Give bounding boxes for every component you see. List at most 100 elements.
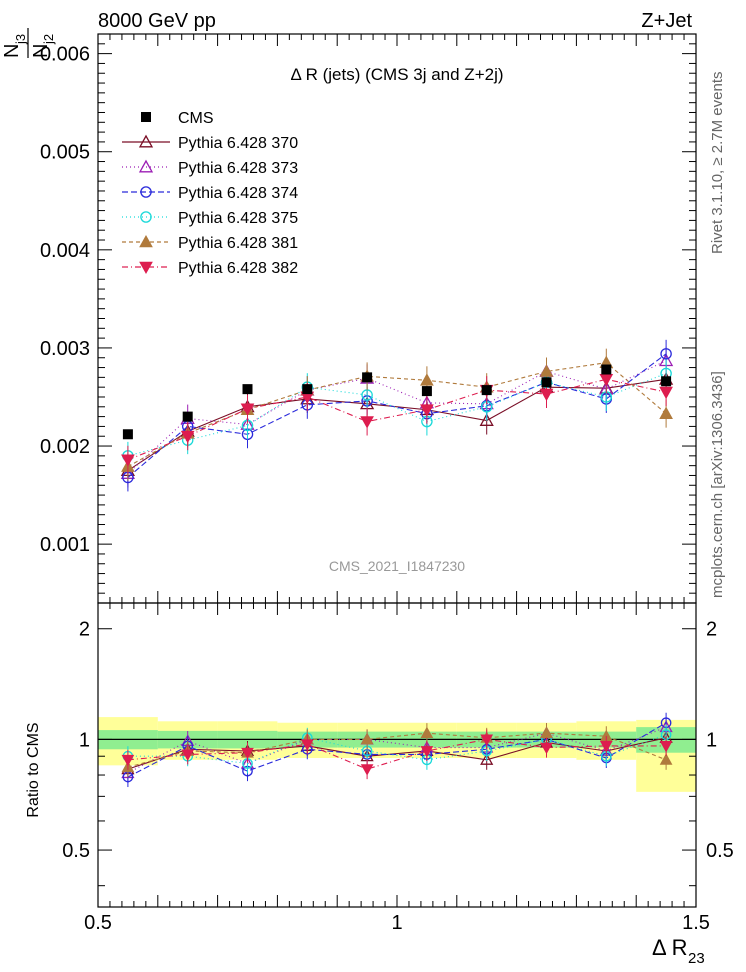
legend: CMS Pythia 6.428 370 Pythia 6.428 373 Pythi… <box>122 110 298 277</box>
ratio-series <box>121 712 673 788</box>
x-tick-label: 1.5 <box>682 912 710 934</box>
data-point-marker <box>541 377 552 388</box>
series-data <box>122 364 672 440</box>
ratio-y-tick-label: 0.5 <box>62 840 90 862</box>
data-point-marker <box>420 373 434 386</box>
series-line <box>127 360 667 474</box>
series-ratio-6 <box>121 729 673 780</box>
data-point-marker <box>241 747 254 760</box>
series-line <box>127 353 667 478</box>
data-point-marker <box>420 746 434 758</box>
series-line <box>127 378 667 461</box>
header-left: 8000 GeV pp <box>98 10 216 32</box>
legend-item: Pythia 6.428 375 <box>122 210 298 227</box>
ylabel-denominator: N <box>30 44 52 58</box>
data-point-marker <box>420 404 434 417</box>
data-point-marker <box>360 732 374 745</box>
data-point-marker <box>180 430 195 444</box>
data-point-marker <box>140 211 152 223</box>
series-line <box>127 734 667 765</box>
ratio-y-tick-label-right: 0.5 <box>706 840 734 862</box>
data-point-marker <box>480 752 494 765</box>
legend-label: Pythia 6.428 382 <box>178 260 298 277</box>
data-point-marker <box>481 385 492 396</box>
y-tick-label: 0.006 <box>40 44 90 66</box>
legend-label: Pythia 6.428 374 <box>178 185 298 202</box>
ratio-axes: 0.5 1 1.5 0.5 0.5 1 1 2 2 <box>62 602 734 934</box>
xlabel: Δ R 23 <box>652 935 705 967</box>
legend-item: Pythia 6.428 382 <box>122 260 298 277</box>
ratio-y-tick-label-right: 2 <box>706 619 717 641</box>
main-axes: 0.001 0.002 0.003 0.004 0.005 0.006 <box>40 33 697 604</box>
series-line <box>127 362 667 468</box>
data-point-marker <box>141 112 151 122</box>
data-point-marker <box>659 741 673 753</box>
data-point-marker <box>122 429 133 440</box>
series-main-6 <box>121 365 673 474</box>
data-point-marker <box>480 734 494 746</box>
y-tick-label: 0.001 <box>40 534 90 556</box>
main-ylabel: N j3 N j2 <box>1 28 56 58</box>
data-point-marker <box>599 374 614 387</box>
data-point-marker <box>660 348 672 360</box>
data-point-marker <box>242 384 253 395</box>
ylabel-denominator-sub: j2 <box>41 34 56 45</box>
data-point-marker <box>360 764 374 776</box>
ratio-y-tick-label: 1 <box>79 729 90 751</box>
series-line <box>127 726 667 774</box>
series-line <box>127 372 667 457</box>
y-tick-label: 0.004 <box>40 240 90 262</box>
series-line <box>127 732 667 768</box>
data-point-marker <box>302 384 313 395</box>
rivet-label: Rivet 3.1.10, ≥ 2.7M events <box>709 72 726 255</box>
series-main-5 <box>121 348 673 481</box>
header-right: Z+Jet <box>641 10 692 32</box>
series-line <box>127 378 667 472</box>
data-point-marker <box>539 388 554 402</box>
data-point-marker <box>121 754 135 767</box>
legend-label: Pythia 6.428 375 <box>178 210 298 227</box>
main-series <box>120 339 674 492</box>
legend-item: CMS <box>141 110 214 127</box>
series-main-2 <box>120 346 674 488</box>
data-point-marker <box>539 364 554 377</box>
series-main-4 <box>122 359 672 470</box>
data-point-marker <box>420 726 434 739</box>
y-tick-label: 0.003 <box>40 338 90 360</box>
data-point-marker <box>300 739 314 751</box>
data-point-marker <box>599 741 613 753</box>
data-point-marker <box>479 413 494 426</box>
data-point-marker <box>182 411 193 422</box>
x-tick-label: 1 <box>391 912 402 934</box>
data-point-marker <box>139 234 153 248</box>
data-point-marker <box>181 749 195 761</box>
data-point-marker <box>540 726 553 739</box>
ratio-y-tick-label-right: 1 <box>706 729 717 751</box>
data-point-marker <box>139 261 153 275</box>
ratio-ylabel: Ratio to CMS <box>25 722 42 817</box>
y-tick-label: 0.005 <box>40 142 90 164</box>
y-tick-label: 0.002 <box>40 436 90 458</box>
data-point-marker <box>121 454 135 467</box>
data-point-marker <box>140 186 152 198</box>
data-point-marker <box>362 372 373 383</box>
data-point-marker <box>661 376 672 387</box>
data-point-marker <box>659 753 673 765</box>
mcplots-label: mcplots.cern.ch [arXiv:1306.3436] <box>709 371 726 598</box>
data-point-marker <box>240 403 255 416</box>
legend-label: Pythia 6.428 373 <box>178 160 298 177</box>
legend-label: Pythia 6.428 381 <box>178 235 298 252</box>
series-line <box>127 722 667 778</box>
data-point-marker <box>540 742 553 755</box>
legend-item: Pythia 6.428 374 <box>122 185 298 202</box>
chart-title: Δ R (jets) (CMS 3j and Z+2j) <box>290 65 503 84</box>
legend-item: Pythia 6.428 370 <box>122 134 298 152</box>
legend-label: CMS <box>178 110 214 127</box>
x-tick-label: 0.5 <box>84 912 112 934</box>
data-point-marker <box>659 386 673 400</box>
watermark: CMS_2021_I1847230 <box>329 558 465 574</box>
ratio-y-tick-label: 2 <box>79 619 90 641</box>
data-point-marker <box>138 134 154 148</box>
xlabel-sub: 23 <box>688 950 705 967</box>
